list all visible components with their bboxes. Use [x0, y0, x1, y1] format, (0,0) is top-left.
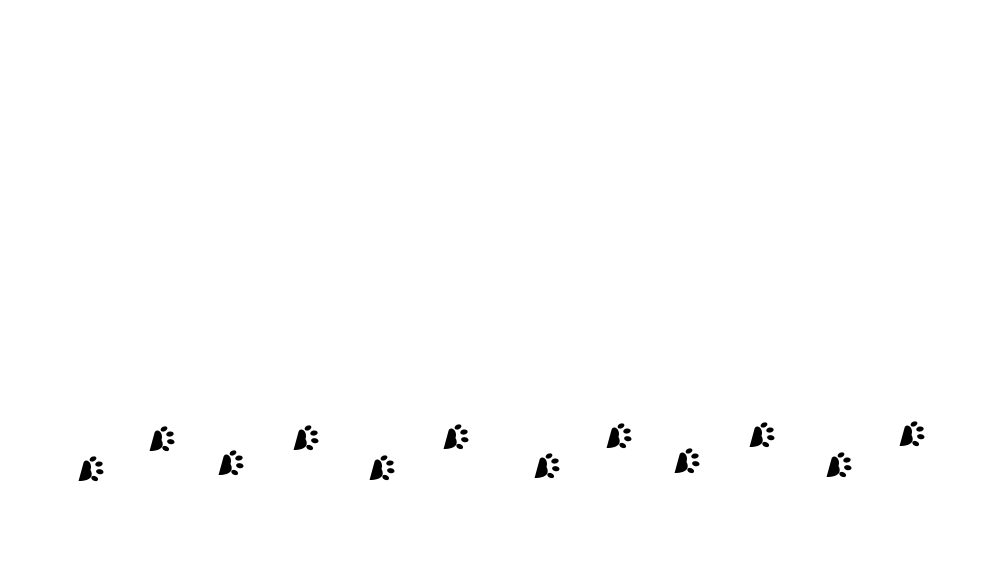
paw-print-icon	[604, 420, 638, 454]
paw-print-icon	[441, 421, 475, 455]
paw-print-icon	[672, 445, 706, 479]
paw-print-icon	[897, 418, 931, 452]
paw-print-icon	[291, 422, 325, 456]
paw-print-icon	[824, 449, 858, 483]
paw-print-icon	[367, 452, 401, 486]
paw-print-icon	[747, 419, 781, 453]
paw-print-icon	[147, 423, 181, 457]
paw-print-icon	[76, 453, 110, 487]
paw-print-icon	[216, 447, 250, 481]
paw-print-icon	[532, 450, 566, 484]
